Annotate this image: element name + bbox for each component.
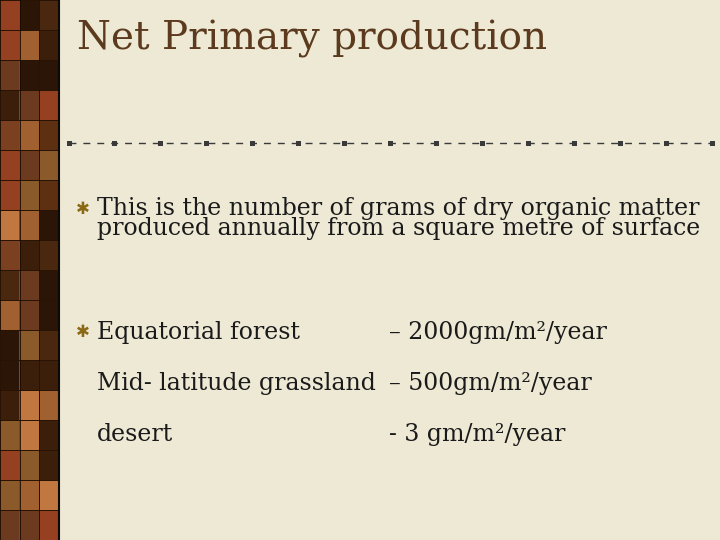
- Bar: [40, 91, 58, 119]
- Bar: [1, 1, 19, 30]
- Bar: [1, 271, 19, 300]
- Bar: [40, 120, 58, 150]
- Bar: [1, 330, 19, 360]
- Bar: [1, 120, 19, 150]
- Bar: [1, 91, 19, 119]
- Bar: [20, 120, 39, 150]
- Bar: [296, 140, 301, 146]
- Bar: [664, 140, 669, 146]
- Text: Mid- latitude grassland: Mid- latitude grassland: [97, 372, 376, 395]
- Bar: [1, 240, 19, 269]
- Bar: [0, 0, 59, 540]
- Text: Equatorial forest: Equatorial forest: [97, 321, 300, 343]
- Text: ✱: ✱: [76, 323, 90, 341]
- Bar: [20, 421, 39, 449]
- Bar: [1, 180, 19, 210]
- Bar: [1, 211, 19, 240]
- Bar: [1, 421, 19, 449]
- Bar: [20, 271, 39, 300]
- Bar: [480, 140, 485, 146]
- Text: produced annually from a square metre of surface: produced annually from a square metre of…: [97, 217, 701, 240]
- Bar: [204, 140, 210, 146]
- Bar: [40, 240, 58, 269]
- Bar: [20, 151, 39, 179]
- Bar: [20, 91, 39, 119]
- Bar: [1, 60, 19, 90]
- Bar: [20, 60, 39, 90]
- Bar: [1, 450, 19, 480]
- Bar: [1, 300, 19, 329]
- Bar: [1, 361, 19, 389]
- Bar: [526, 140, 531, 146]
- Bar: [20, 330, 39, 360]
- Bar: [112, 140, 117, 146]
- Bar: [342, 140, 347, 146]
- Bar: [20, 300, 39, 329]
- Bar: [40, 151, 58, 179]
- Text: Net Primary production: Net Primary production: [77, 20, 547, 58]
- Bar: [572, 140, 577, 146]
- Bar: [40, 361, 58, 389]
- Bar: [40, 30, 58, 59]
- Bar: [1, 481, 19, 510]
- Bar: [20, 510, 39, 539]
- Bar: [40, 481, 58, 510]
- Bar: [20, 481, 39, 510]
- Bar: [158, 140, 163, 146]
- Bar: [434, 140, 439, 146]
- Text: - 3 gm/m²/year: - 3 gm/m²/year: [389, 423, 565, 446]
- Bar: [40, 390, 58, 420]
- Bar: [251, 140, 255, 146]
- Bar: [709, 140, 714, 146]
- Bar: [40, 271, 58, 300]
- Bar: [40, 421, 58, 449]
- Text: desert: desert: [97, 423, 174, 446]
- Bar: [20, 390, 39, 420]
- Bar: [40, 1, 58, 30]
- Bar: [40, 510, 58, 539]
- Bar: [1, 30, 19, 59]
- Bar: [40, 60, 58, 90]
- Bar: [20, 1, 39, 30]
- Bar: [20, 361, 39, 389]
- Bar: [1, 151, 19, 179]
- Bar: [40, 450, 58, 480]
- Bar: [20, 240, 39, 269]
- Bar: [20, 450, 39, 480]
- Text: ✱: ✱: [76, 200, 90, 218]
- Bar: [40, 211, 58, 240]
- Bar: [20, 180, 39, 210]
- Text: This is the number of grams of dry organic matter: This is the number of grams of dry organ…: [97, 197, 700, 220]
- Bar: [388, 140, 393, 146]
- Bar: [1, 390, 19, 420]
- Bar: [20, 30, 39, 59]
- Bar: [618, 140, 623, 146]
- Bar: [40, 300, 58, 329]
- Text: – 2000gm/m²/year: – 2000gm/m²/year: [389, 321, 607, 343]
- Text: – 500gm/m²/year: – 500gm/m²/year: [389, 372, 592, 395]
- Bar: [66, 140, 71, 146]
- Bar: [20, 211, 39, 240]
- Bar: [40, 330, 58, 360]
- Bar: [40, 180, 58, 210]
- Bar: [1, 510, 19, 539]
